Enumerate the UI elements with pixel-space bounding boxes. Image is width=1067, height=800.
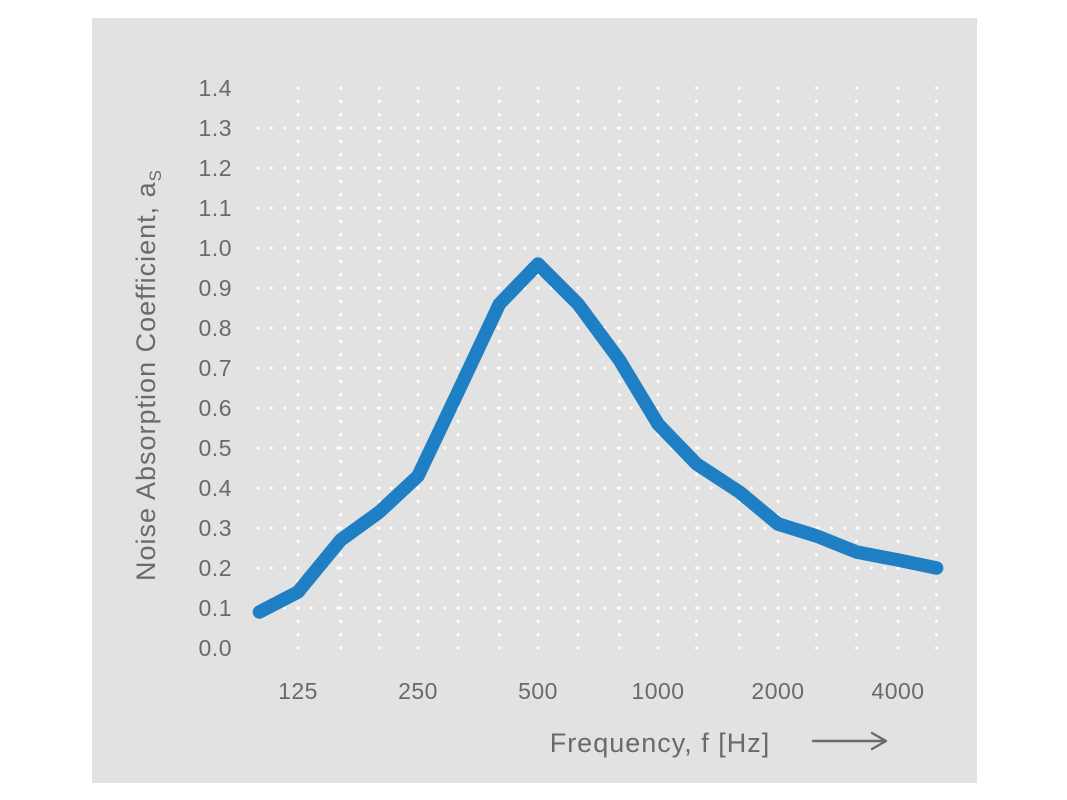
y-tick-label: 0.2 <box>199 555 232 581</box>
y-tick-label: 0.8 <box>199 315 232 341</box>
absorption-curve <box>252 257 944 619</box>
y-tick-label: 1.0 <box>199 235 232 261</box>
grid-dotted <box>256 86 947 650</box>
y-tick-label: 1.1 <box>199 195 232 221</box>
x-tick-label: 250 <box>398 678 438 704</box>
y-axis-title-subscript: S <box>146 169 165 181</box>
x-tick-label: 500 <box>518 678 558 704</box>
y-axis-tick-labels: 0.0 0.1 0.2 0.3 0.4 0.5 0.6 0.7 0.8 0.9 1.0 1.1 1.2 1… <box>199 75 232 661</box>
y-axis-title-text: Noise Absorption Coefficient, a <box>131 181 161 581</box>
y-tick-label: 0.1 <box>199 595 232 621</box>
y-tick-label: 0.3 <box>199 515 232 541</box>
y-tick-label: 1.4 <box>199 75 232 101</box>
x-tick-label: 125 <box>278 678 318 704</box>
y-tick-label: 0.4 <box>199 475 232 501</box>
x-tick-label: 1000 <box>631 678 684 704</box>
y-axis-title: Noise Absorption Coefficient, aS <box>131 169 165 581</box>
chart-panel <box>92 18 977 783</box>
x-tick-label: 2000 <box>751 678 804 704</box>
x-axis-title: Frequency, f [Hz] <box>550 728 771 758</box>
x-axis-arrow-icon <box>811 731 888 751</box>
y-tick-label: 1.2 <box>199 155 232 181</box>
y-tick-label: 0.0 <box>199 635 232 661</box>
y-tick-label: 0.9 <box>199 275 232 301</box>
y-tick-label: 1.3 <box>199 115 232 141</box>
y-tick-label: 0.7 <box>199 355 232 381</box>
x-axis-tick-labels: 125 250 500 1000 2000 4000 <box>278 678 924 704</box>
y-tick-label: 0.6 <box>199 395 232 421</box>
x-tick-label: 4000 <box>871 678 924 704</box>
y-tick-label: 0.5 <box>199 435 232 461</box>
